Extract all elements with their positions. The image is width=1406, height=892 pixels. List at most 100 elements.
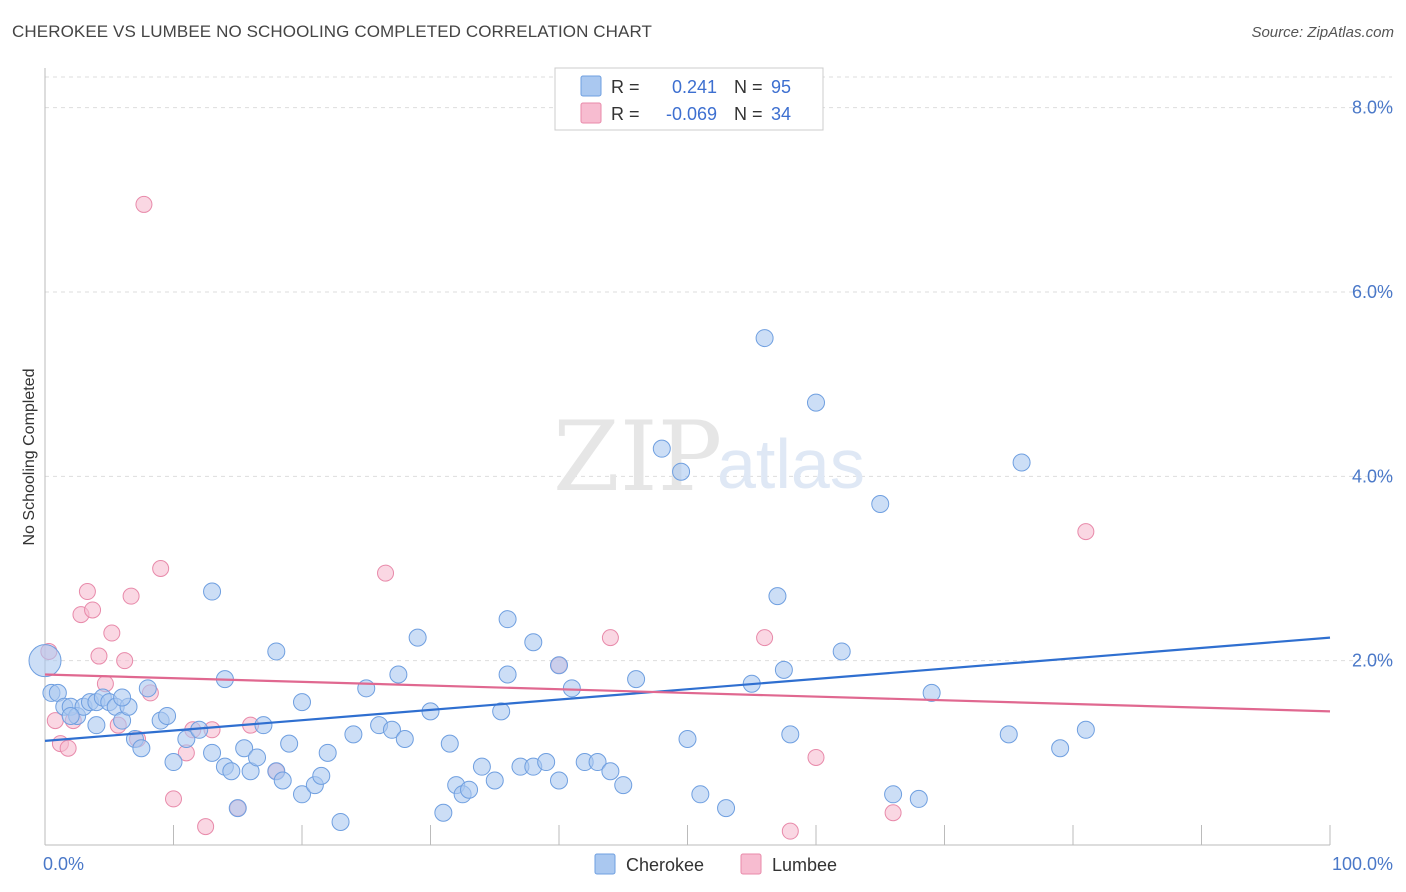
cherokee-point-33 — [293, 785, 311, 804]
cherokee-point-36 — [318, 743, 337, 762]
legend-n-label-cherokee: N = — [734, 77, 763, 97]
cherokee-point-37 — [331, 812, 350, 831]
watermark-atlas: atlas — [717, 425, 865, 503]
cherokee-point-84 — [1076, 720, 1095, 739]
lumbee-point-7 — [84, 601, 102, 619]
cherokee-point-61 — [588, 753, 607, 772]
cherokee-point-41 — [382, 720, 401, 739]
cherokee-trend-line — [44, 636, 1331, 742]
cherokee-points — [28, 329, 1095, 831]
cherokee-point-83 — [1051, 739, 1070, 758]
cherokee-point-25 — [228, 799, 247, 818]
gridlines — [45, 76, 1392, 662]
cherokee-point-42 — [389, 665, 408, 684]
watermark: ZIP atlas — [553, 401, 865, 513]
cherokee-point-19 — [164, 753, 183, 772]
chart-source: Source: ZipAtlas.com — [1251, 24, 1394, 41]
cherokee-point-31 — [273, 771, 292, 790]
cherokee-point-87 — [550, 656, 568, 675]
cherokee-point-92 — [61, 706, 80, 725]
cherokee-point-50 — [460, 780, 479, 799]
lumbee-point-31 — [807, 748, 825, 766]
cherokee-point-65 — [652, 439, 671, 458]
lumbee-point-21 — [197, 818, 215, 836]
cherokee-point-80 — [922, 683, 941, 702]
y-tick-label-0: 2.0% — [1352, 651, 1393, 671]
bottom-legend-swatch-lumbee — [740, 853, 762, 875]
lumbee-trend-line — [44, 673, 1331, 713]
cherokee-point-46 — [434, 803, 453, 822]
lumbee-point-6 — [78, 583, 96, 601]
y-axis-label: No Schooling Completed — [21, 369, 38, 546]
trend-lines — [44, 636, 1331, 742]
cherokee-point-44 — [408, 628, 427, 647]
axes — [44, 68, 1331, 846]
lumbee-point-28 — [601, 629, 619, 647]
cherokee-point-28 — [248, 748, 267, 767]
cherokee-point-93 — [87, 716, 106, 735]
y-tick-label-3: 8.0% — [1352, 98, 1393, 118]
legend-swatch-cherokee — [580, 75, 602, 97]
cherokee-point-22 — [203, 743, 222, 762]
cherokee-point-82 — [1012, 453, 1031, 472]
lumbee-point-3 — [59, 739, 77, 757]
chart-title: CHEROKEE VS LUMBEE NO SCHOOLING COMPLETE… — [12, 22, 653, 41]
cherokee-point-16 — [138, 679, 157, 698]
cherokee-point-79 — [909, 789, 928, 808]
cherokee-point-35 — [312, 766, 331, 785]
bottom-legend-swatch-cherokee — [594, 853, 616, 875]
lumbee-point-29 — [756, 629, 774, 647]
cherokee-point-75 — [807, 393, 825, 412]
cherokee-point-86 — [524, 633, 543, 652]
lumbee-point-12 — [116, 652, 134, 670]
legend-n-label-lumbee: N = — [734, 104, 763, 124]
cherokee-point-88 — [203, 582, 222, 601]
cherokee-point-39 — [357, 679, 376, 698]
cherokee-point-62 — [601, 762, 620, 781]
cherokee-point-29 — [254, 716, 273, 735]
cherokee-point-54 — [498, 665, 517, 684]
cherokee-point-73 — [774, 660, 793, 679]
cherokee-point-64 — [627, 670, 646, 689]
cherokee-point-47 — [440, 734, 459, 753]
lumbee-point-8 — [90, 647, 108, 665]
watermark-zip: ZIP — [553, 401, 722, 513]
cherokee-point-32 — [280, 734, 299, 753]
lumbee-point-32 — [884, 804, 902, 822]
cherokee-point-66 — [672, 462, 691, 481]
cherokee-point-58 — [550, 771, 568, 790]
cherokee-point-91 — [293, 693, 311, 712]
cherokee-point-90 — [267, 642, 286, 661]
cherokee-point-43 — [395, 730, 414, 749]
cherokee-point-15 — [132, 739, 151, 758]
bottom-legend: Cherokee Lumbee — [594, 853, 837, 875]
cherokee-point-18 — [158, 706, 177, 725]
stats-legend: R = 0.241 N = 95 R = -0.069 N = 34 — [554, 67, 824, 131]
y-tick-label-1: 4.0% — [1352, 466, 1393, 486]
cherokee-point-77 — [871, 494, 890, 513]
legend-r-value-lumbee: -0.069 — [666, 104, 717, 124]
cherokee-point-63 — [614, 776, 633, 795]
cherokee-point-57 — [537, 753, 556, 772]
cherokee-point-68 — [691, 785, 710, 804]
legend-r-label-lumbee: R = — [611, 104, 640, 124]
cherokee-point-81 — [999, 725, 1018, 744]
lumbee-point-33 — [1077, 523, 1095, 541]
cherokee-point-72 — [768, 587, 787, 606]
bottom-legend-label-cherokee: Cherokee — [626, 855, 704, 875]
y-tick-label-2: 6.0% — [1352, 282, 1393, 302]
cherokee-point-74 — [781, 725, 800, 744]
cherokee-point-78 — [884, 785, 903, 804]
lumbee-point-15 — [135, 195, 153, 213]
cherokee-point-0 — [28, 644, 62, 678]
bottom-legend-label-lumbee: Lumbee — [772, 855, 837, 875]
legend-n-value-lumbee: 34 — [771, 104, 791, 124]
legend-n-value-cherokee: 95 — [771, 77, 791, 97]
cherokee-point-24 — [222, 762, 241, 781]
lumbee-point-13 — [122, 587, 140, 605]
y-tick-labels: 2.0% 4.0% 6.0% 8.0% — [1352, 98, 1393, 671]
cherokee-point-76 — [832, 642, 851, 661]
cherokee-point-67 — [678, 730, 697, 749]
cherokee-point-71 — [755, 329, 774, 348]
cherokee-point-59 — [562, 679, 581, 698]
